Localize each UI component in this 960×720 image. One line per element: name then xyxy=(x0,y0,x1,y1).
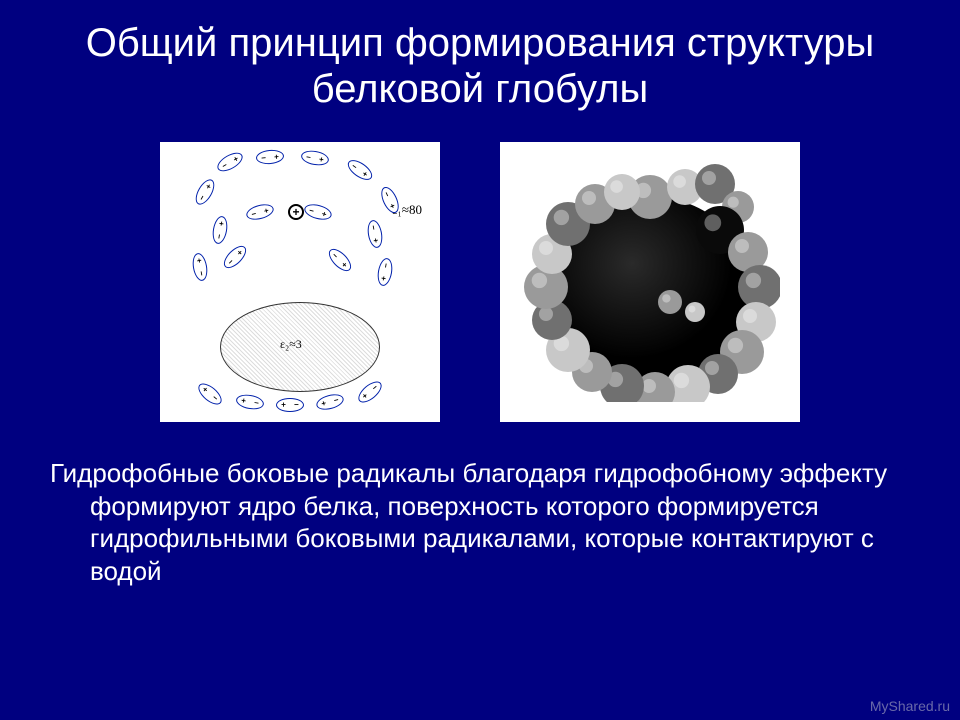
dipole: −+ xyxy=(355,378,385,407)
dipole: −+ xyxy=(255,149,284,165)
dipole: −+ xyxy=(245,202,276,223)
dipole: −+ xyxy=(191,252,210,282)
body-text: Гидрофобные боковые радикалы благодаря г… xyxy=(90,457,910,587)
dipole: −+ xyxy=(345,156,376,184)
dipole: −+ xyxy=(192,176,218,207)
dipole: −+ xyxy=(276,398,304,412)
dipole: −+ xyxy=(214,149,245,175)
dipole: −+ xyxy=(376,257,395,287)
shell-sphere xyxy=(658,290,682,314)
epsilon-inner-label: ε₂≈3 xyxy=(280,337,302,352)
dipole: −+ xyxy=(211,215,230,245)
globule-svg xyxy=(520,162,780,402)
slide: Общий принцип формирования структуры бел… xyxy=(0,0,960,720)
slide-title: Общий принцип формирования структуры бел… xyxy=(50,20,910,112)
shell-sphere xyxy=(604,174,640,210)
dipole: −+ xyxy=(315,392,346,413)
dipole: −+ xyxy=(325,245,355,275)
figure-globule xyxy=(500,142,800,422)
watermark: MyShared.ru xyxy=(870,698,950,714)
shell-sphere xyxy=(685,302,705,322)
dipole: −+ xyxy=(220,242,250,272)
dipole: −+ xyxy=(235,393,265,412)
dipole: −+ xyxy=(300,149,330,168)
center-charge: + xyxy=(288,204,304,220)
dipole: −+ xyxy=(303,202,334,223)
figure-dipoles: + ε₁≈80 ε₂≈3 −+−+−+−+−+−+−+−+−+−+−+−+−+−… xyxy=(160,142,440,422)
dipole: −+ xyxy=(195,380,225,409)
dipole: −+ xyxy=(366,219,385,249)
figure-row: + ε₁≈80 ε₂≈3 −+−+−+−+−+−+−+−+−+−+−+−+−+−… xyxy=(50,142,910,422)
